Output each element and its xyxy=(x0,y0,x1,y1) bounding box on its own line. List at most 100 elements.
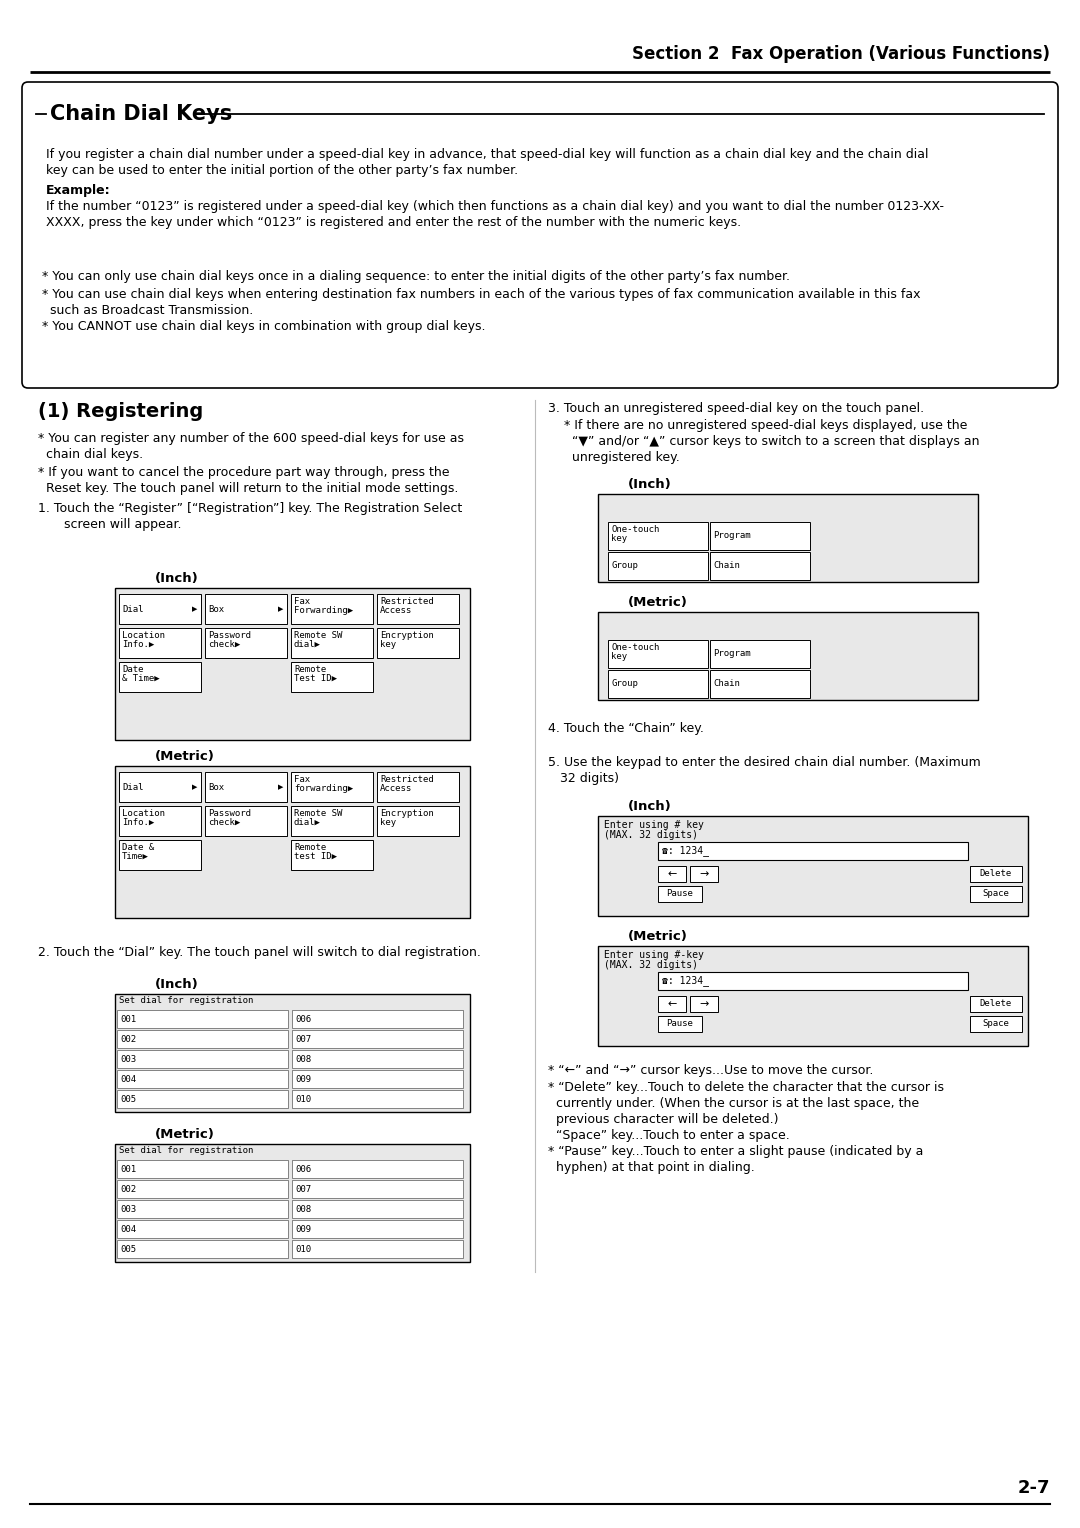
Text: (Metric): (Metric) xyxy=(627,931,688,943)
Bar xyxy=(608,552,708,581)
Text: Reset key. The touch panel will return to the initial mode settings.: Reset key. The touch panel will return t… xyxy=(38,481,458,495)
Text: Set dial for registration: Set dial for registration xyxy=(119,1146,254,1155)
Bar xyxy=(970,866,1022,882)
Bar xyxy=(658,1016,702,1031)
Text: * “Pause” key...Touch to enter a slight pause (indicated by a: * “Pause” key...Touch to enter a slight … xyxy=(548,1144,923,1158)
Bar xyxy=(205,628,287,659)
Text: Set dial for registration: Set dial for registration xyxy=(119,996,254,1005)
Bar xyxy=(117,1030,288,1048)
Text: 004: 004 xyxy=(120,1074,136,1083)
FancyBboxPatch shape xyxy=(22,83,1058,388)
Text: Remote: Remote xyxy=(294,665,326,674)
Text: Delete: Delete xyxy=(980,999,1012,1008)
Text: 3. Touch an unregistered speed-dial key on the touch panel.: 3. Touch an unregistered speed-dial key … xyxy=(548,402,924,416)
Text: If you register a chain dial number under a speed-dial key in advance, that spee: If you register a chain dial number unde… xyxy=(46,148,929,160)
Text: 002: 002 xyxy=(120,1034,136,1044)
Text: ▶: ▶ xyxy=(278,784,283,790)
Bar xyxy=(114,995,470,1112)
Bar xyxy=(377,772,459,802)
Text: 006: 006 xyxy=(295,1015,311,1024)
Bar xyxy=(658,972,968,990)
Text: dial▶: dial▶ xyxy=(294,817,321,827)
Bar xyxy=(291,662,373,692)
Bar xyxy=(114,588,470,740)
Bar xyxy=(292,1089,463,1108)
Bar xyxy=(117,1219,288,1238)
Text: screen will appear.: screen will appear. xyxy=(52,518,181,532)
Bar xyxy=(970,996,1022,1012)
Text: Password: Password xyxy=(208,631,251,640)
Bar xyxy=(658,842,968,860)
Text: 008: 008 xyxy=(295,1054,311,1063)
Bar xyxy=(690,996,718,1012)
Text: Info.▶: Info.▶ xyxy=(122,640,154,649)
Text: Encryption: Encryption xyxy=(380,808,434,817)
Text: Box: Box xyxy=(208,782,225,792)
Bar xyxy=(710,640,810,668)
Text: ☎: 1234_: ☎: 1234_ xyxy=(662,845,708,857)
Text: (Metric): (Metric) xyxy=(156,750,215,762)
Text: (MAX. 32 digits): (MAX. 32 digits) xyxy=(604,960,698,970)
Text: key: key xyxy=(611,533,627,542)
Text: * You can use chain dial keys when entering destination fax numbers in each of t: * You can use chain dial keys when enter… xyxy=(42,287,920,301)
Bar xyxy=(119,805,201,836)
Bar xyxy=(205,805,287,836)
Bar xyxy=(292,1010,463,1028)
Bar xyxy=(377,594,459,623)
Text: ←: ← xyxy=(667,869,677,879)
Text: Program: Program xyxy=(713,532,751,541)
Text: Access: Access xyxy=(380,784,413,793)
Bar xyxy=(598,816,1028,915)
Text: key: key xyxy=(380,817,396,827)
Bar xyxy=(292,1180,463,1198)
Text: check▶: check▶ xyxy=(208,640,240,649)
Text: (Metric): (Metric) xyxy=(156,1128,215,1141)
Bar xyxy=(598,613,978,700)
Text: Remote: Remote xyxy=(294,843,326,853)
Text: Enter using #-key: Enter using #-key xyxy=(604,950,704,960)
Bar xyxy=(658,866,686,882)
Bar xyxy=(690,866,718,882)
Text: 1. Touch the “Register” [“Registration”] key. The Registration Select: 1. Touch the “Register” [“Registration”]… xyxy=(38,503,462,515)
Text: XXXX, press the key under which “0123” is registered and enter the rest of the n: XXXX, press the key under which “0123” i… xyxy=(46,215,741,229)
Text: →: → xyxy=(700,999,708,1008)
Text: check▶: check▶ xyxy=(208,817,240,827)
Text: Dial: Dial xyxy=(122,782,144,792)
Text: Dial: Dial xyxy=(122,605,144,614)
Bar xyxy=(710,669,810,698)
Bar xyxy=(292,1199,463,1218)
Text: & Time▶: & Time▶ xyxy=(122,674,160,683)
Bar xyxy=(292,1030,463,1048)
Text: Enter using # key: Enter using # key xyxy=(604,821,704,830)
Text: (Metric): (Metric) xyxy=(627,596,688,610)
Text: Access: Access xyxy=(380,607,413,614)
Text: (1) Registering: (1) Registering xyxy=(38,402,203,422)
Bar xyxy=(291,840,373,869)
Bar xyxy=(292,1241,463,1258)
Text: (Inch): (Inch) xyxy=(156,571,199,585)
Bar xyxy=(291,805,373,836)
Text: * You can only use chain dial keys once in a dialing sequence: to enter the init: * You can only use chain dial keys once … xyxy=(42,270,789,283)
Bar xyxy=(117,1180,288,1198)
Text: chain dial keys.: chain dial keys. xyxy=(38,448,144,461)
Text: test ID▶: test ID▶ xyxy=(294,853,337,860)
Text: 002: 002 xyxy=(120,1184,136,1193)
Text: ▶: ▶ xyxy=(192,784,198,790)
Bar xyxy=(292,1160,463,1178)
Text: (Inch): (Inch) xyxy=(627,478,672,490)
Text: Date &: Date & xyxy=(122,843,154,853)
Text: If the number “0123” is registered under a speed-dial key (which then functions : If the number “0123” is registered under… xyxy=(46,200,944,212)
Text: 005: 005 xyxy=(120,1094,136,1103)
Text: Chain: Chain xyxy=(713,561,740,570)
Text: forwarding▶: forwarding▶ xyxy=(294,784,353,793)
Bar xyxy=(970,886,1022,902)
Text: Fax: Fax xyxy=(294,597,310,607)
Text: Pause: Pause xyxy=(666,1019,693,1028)
Bar xyxy=(377,805,459,836)
Text: Space: Space xyxy=(983,889,1010,898)
Text: ▶: ▶ xyxy=(192,607,198,613)
Text: * You can register any number of the 600 speed-dial keys for use as: * You can register any number of the 600… xyxy=(38,432,464,445)
Text: Group: Group xyxy=(611,561,638,570)
Bar xyxy=(377,628,459,659)
Bar xyxy=(598,494,978,582)
